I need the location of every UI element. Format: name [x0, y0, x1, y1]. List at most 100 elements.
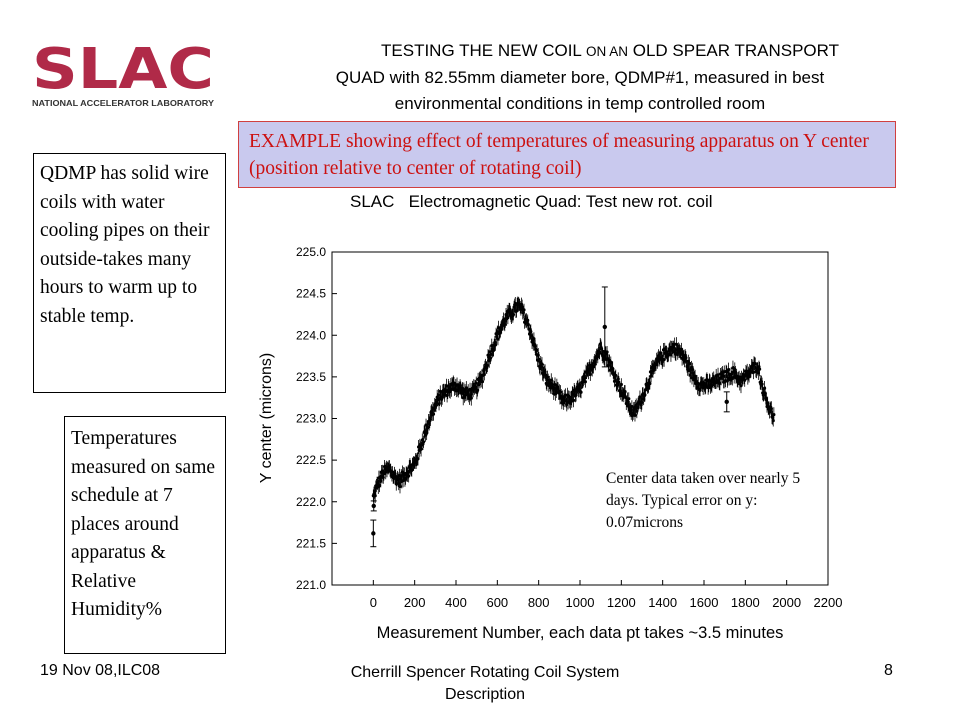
chart-annotation: Center data taken over nearly 5 days. Ty…	[606, 470, 801, 531]
data-point	[630, 404, 634, 409]
outlier-point	[371, 503, 376, 509]
data-point	[397, 481, 401, 486]
outlier-point	[602, 324, 607, 330]
data-point	[743, 378, 747, 382]
data-point	[608, 368, 612, 372]
data-point	[377, 483, 382, 488]
data-point	[537, 357, 541, 361]
data-point	[669, 353, 673, 357]
data-point	[662, 358, 666, 362]
x-tick-label: 1200	[607, 595, 636, 610]
data-point	[718, 381, 722, 385]
data-point	[419, 447, 423, 451]
x-tick-label: 1800	[731, 595, 760, 610]
y-tick-label: 224.5	[296, 287, 326, 301]
y-tick-label: 222.0	[296, 495, 326, 509]
slac-logo: SLAC NATIONAL ACCELERATOR LABORATORY	[32, 37, 215, 108]
y-axis-label: Y center (microns)	[258, 353, 275, 483]
data-point	[649, 374, 653, 378]
data-point	[485, 364, 490, 368]
data-point	[522, 308, 526, 312]
data-point	[373, 494, 377, 498]
data-point	[452, 381, 456, 385]
chart-title: SLAC Electromagnetic Quad: Test new rot.…	[350, 192, 713, 211]
data-point	[571, 398, 576, 402]
data-point	[623, 389, 627, 394]
title-line1-a: TESTING THE NEW COIL	[381, 41, 586, 60]
y-tick-label: 224.0	[296, 328, 326, 342]
data-point	[771, 419, 775, 423]
data-point	[579, 390, 583, 394]
x-tick-label: 0	[370, 595, 377, 610]
data-point	[526, 323, 530, 327]
footer-author: Cherrill Spencer Rotating Coil System De…	[350, 664, 620, 703]
data-point	[598, 350, 602, 354]
data-point	[536, 353, 540, 357]
data-point	[437, 402, 441, 406]
x-tick-label: 800	[528, 595, 550, 610]
data-point	[769, 407, 773, 411]
data-point	[431, 412, 436, 416]
note-qdmp-coils: QDMP has solid wire coils with water coo…	[33, 153, 226, 393]
data-point	[588, 372, 592, 376]
title-line3: environmental conditions in temp control…	[394, 94, 766, 113]
data-point	[726, 368, 731, 372]
data-point	[691, 367, 695, 372]
data-point	[543, 370, 547, 374]
data-point	[469, 396, 473, 400]
data-point	[614, 373, 618, 378]
y-tick-label: 223.5	[296, 370, 326, 384]
data-point	[757, 367, 762, 371]
y-tick-label: 221.5	[296, 536, 326, 550]
data-point	[753, 362, 757, 366]
data-point	[574, 393, 578, 397]
y-tick-label: 221.0	[296, 578, 326, 592]
data-point	[684, 356, 688, 360]
data-point	[475, 388, 480, 393]
outlier-point	[371, 531, 376, 536]
data-point	[487, 359, 491, 363]
y-tick-label: 223.0	[296, 412, 326, 426]
title-line1-c: OLD SPEAR TRANSPORT	[628, 41, 839, 60]
x-tick-label: 1600	[690, 595, 719, 610]
data-point	[617, 380, 621, 384]
data-point	[725, 370, 729, 374]
data-point	[492, 348, 496, 352]
data-point	[436, 393, 441, 397]
data-point	[693, 374, 697, 378]
data-point	[540, 362, 544, 366]
data-point	[480, 379, 485, 384]
data-point	[407, 474, 411, 478]
data-point	[421, 440, 426, 444]
x-tick-label: 2200	[814, 595, 843, 610]
data-point	[445, 393, 449, 398]
data-point	[648, 381, 652, 386]
data-point	[489, 352, 493, 356]
data-point	[535, 348, 539, 352]
data-point	[533, 344, 537, 348]
data-point	[733, 367, 737, 371]
y-tick-label: 222.5	[296, 453, 326, 467]
data-point	[640, 400, 644, 405]
x-tick-label: 1400	[648, 595, 677, 610]
data-point	[398, 484, 402, 489]
data-point	[545, 375, 550, 379]
data-point	[739, 384, 743, 388]
data-point	[526, 318, 530, 322]
data-point	[379, 479, 383, 483]
data-point	[627, 397, 631, 401]
data-point	[760, 382, 764, 386]
data-points	[370, 286, 776, 548]
x-tick-label: 2000	[772, 595, 801, 610]
page-number: 8	[884, 662, 893, 679]
footer-date: 19 Nov 08,ILC08	[40, 662, 161, 679]
data-point	[635, 409, 639, 413]
y-center-chart: SLAC Electromagnetic Quad: Test new rot.…	[258, 192, 843, 642]
data-point	[751, 370, 755, 374]
data-point	[583, 380, 587, 384]
y-axis: 221.0 221.5 222.0 222.5 223.0 223.5 224.0 224.5…	[296, 245, 337, 592]
title-line1-b: ON AN	[585, 44, 628, 59]
x-tick-label: 600	[486, 595, 508, 610]
data-point	[643, 393, 647, 397]
x-axis-label: Measurement Number, each data pt takes ~…	[377, 624, 784, 642]
